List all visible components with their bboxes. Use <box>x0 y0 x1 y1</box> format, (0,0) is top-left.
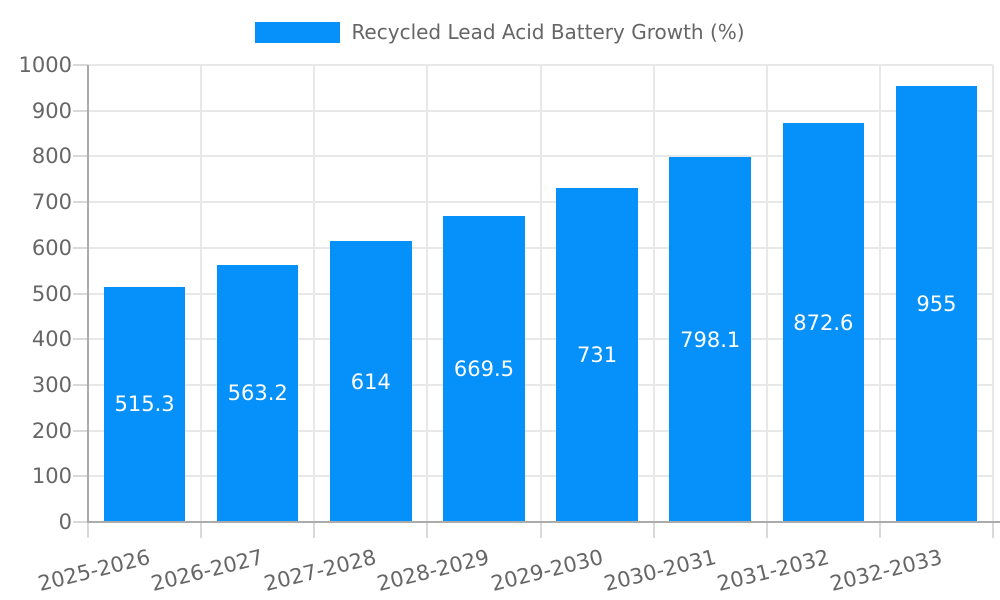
x-tick <box>765 522 768 538</box>
x-tick-label: 2032-2033 <box>827 544 945 596</box>
y-tick <box>73 201 88 204</box>
x-tick <box>652 522 655 538</box>
y-tick-label: 100 <box>31 464 72 489</box>
bar-value-label: 955 <box>916 291 957 316</box>
x-tick <box>992 522 994 538</box>
chart-legend: Recycled Lead Acid Battery Growth (%) <box>0 22 1000 43</box>
x-tick <box>313 522 316 538</box>
bar <box>103 286 186 522</box>
y-tick <box>73 475 88 478</box>
bar <box>895 85 978 522</box>
bar <box>782 123 865 522</box>
x-tick-label: 2026-2027 <box>148 544 266 596</box>
y-tick-label: 0 <box>58 510 72 534</box>
x-tick <box>539 522 542 538</box>
bar <box>216 264 299 522</box>
bar-value-label: 614 <box>350 369 391 394</box>
y-tick <box>73 338 88 341</box>
y-tick <box>73 383 88 386</box>
bar-value-label: 515.3 <box>114 392 175 417</box>
y-tick-label: 500 <box>31 281 72 306</box>
x-tick-label: 2030-2031 <box>601 544 719 596</box>
x-gridline <box>765 65 768 522</box>
x-axis-line <box>87 521 1000 523</box>
bar <box>669 157 751 522</box>
y-tick-label: 900 <box>31 98 72 123</box>
bar-value-label: 798.1 <box>680 327 741 352</box>
y-tick-label: 300 <box>31 372 72 397</box>
x-gridline <box>200 65 203 522</box>
y-tick <box>73 64 88 66</box>
bar-value-label: 872.6 <box>793 310 854 335</box>
y-tick <box>73 246 88 249</box>
y-tick-label: 600 <box>31 235 72 260</box>
x-tick-label: 2027-2028 <box>261 544 379 596</box>
x-tick-label: 2029-2030 <box>488 544 606 596</box>
y-tick <box>73 521 88 523</box>
y-axis-line <box>87 65 89 522</box>
y-tick-label: 800 <box>31 144 72 169</box>
bar <box>556 187 638 522</box>
x-gridline <box>652 65 655 522</box>
x-gridline <box>539 65 542 522</box>
y-tick <box>73 109 88 112</box>
y-tick <box>73 429 88 432</box>
x-gridline <box>426 65 429 522</box>
chart-title: Recycled Lead Acid Battery Growth (%) <box>351 20 745 44</box>
x-tick <box>200 522 203 538</box>
bar-value-label: 563.2 <box>227 381 288 406</box>
x-tick <box>426 522 429 538</box>
bar <box>330 241 412 522</box>
y-tick <box>73 292 88 295</box>
x-gridline <box>992 65 994 522</box>
y-tick <box>73 155 88 158</box>
x-tick-label: 2031-2032 <box>714 544 832 596</box>
x-tick <box>87 522 89 538</box>
x-gridline <box>878 65 881 522</box>
legend-swatch <box>255 22 341 43</box>
x-tick <box>878 522 881 538</box>
y-tick-label: 200 <box>31 418 72 443</box>
bar-value-label: 669.5 <box>453 357 514 382</box>
bar <box>443 216 525 522</box>
y-tick-label: 400 <box>31 327 72 352</box>
x-tick-label: 2025-2026 <box>35 544 153 596</box>
x-gridline <box>313 65 316 522</box>
y-tick-label: 700 <box>31 190 72 215</box>
y-tick-label: 1000 <box>18 53 72 77</box>
bar-value-label: 731 <box>577 342 618 367</box>
x-tick-label: 2028-2029 <box>375 544 492 596</box>
